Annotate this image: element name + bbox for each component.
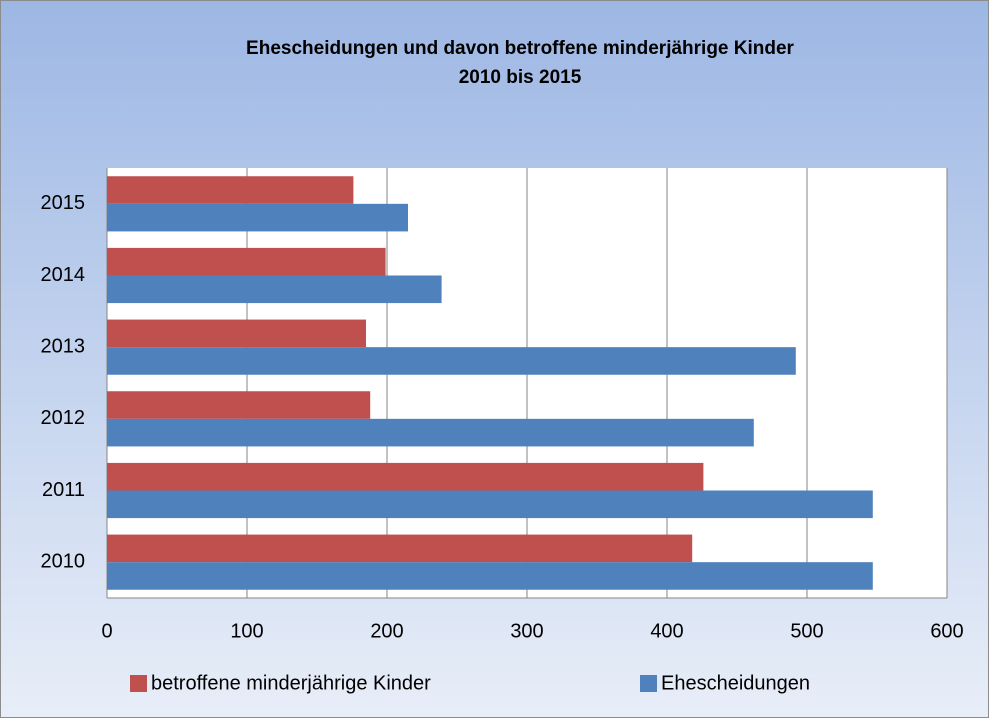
bar (107, 203, 408, 232)
bar (107, 490, 873, 519)
x-tick-label: 0 (101, 620, 112, 642)
bar (107, 319, 366, 348)
bar (107, 418, 754, 447)
y-tick-label: 2010 (41, 550, 86, 572)
x-tick-label: 500 (790, 620, 823, 642)
x-tick-label: 100 (230, 620, 263, 642)
y-tick-label: 2015 (41, 192, 86, 214)
bar (107, 562, 873, 590)
x-tick-label: 300 (510, 620, 543, 642)
bar (107, 347, 796, 375)
y-tick-label: 2011 (42, 479, 85, 501)
y-tick-label: 2012 (41, 407, 86, 429)
y-tick-label: 2013 (41, 335, 86, 357)
chart-title: 2010 bis 2015 (459, 67, 582, 88)
legend-label: betroffene minderjährige Kinder (151, 672, 431, 694)
x-tick-label: 200 (370, 620, 403, 642)
bar (107, 462, 704, 491)
bar (107, 176, 354, 204)
bar (107, 391, 371, 419)
legend-label: Ehescheidungen (661, 672, 810, 694)
y-tick-label: 2014 (41, 264, 86, 286)
bar (107, 275, 442, 304)
chart-title: Ehescheidungen und davon betroffene mind… (246, 38, 795, 59)
bar (107, 247, 386, 276)
x-tick-label: 600 (930, 620, 963, 642)
bar (107, 534, 693, 563)
legend-swatch (640, 675, 657, 692)
legend-swatch (130, 675, 147, 692)
x-tick-label: 400 (650, 620, 683, 642)
